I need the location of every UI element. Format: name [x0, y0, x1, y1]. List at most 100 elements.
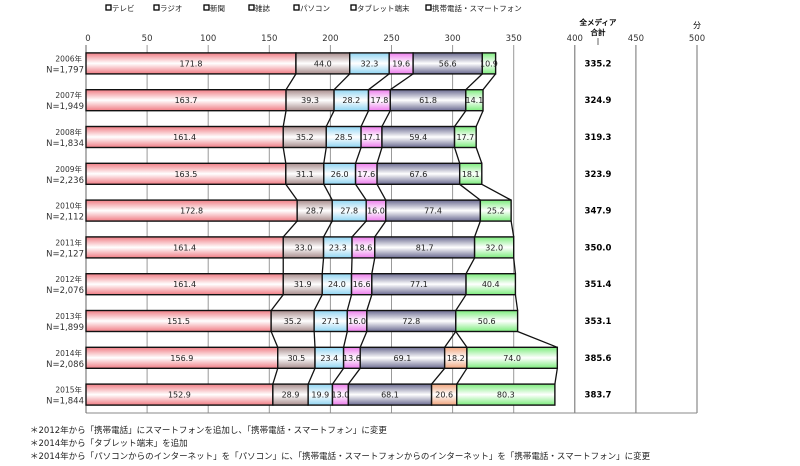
bar-value-label: 77.4	[424, 207, 442, 216]
connector-line	[482, 73, 497, 91]
connector-line	[454, 110, 467, 127]
bar-segment-6	[456, 383, 556, 406]
total-value: 319.3	[585, 133, 612, 143]
bar-value-label: 33.0	[294, 243, 312, 252]
total-column-bg	[574, 45, 636, 413]
connector-line	[517, 330, 558, 348]
legend-swatch	[425, 4, 432, 11]
bar-value-label: 152.9	[168, 391, 191, 400]
bar-segment-6	[473, 236, 515, 259]
connector-line	[355, 183, 367, 201]
bar-value-label: 161.4	[173, 280, 196, 289]
bar-value-label: 44.0	[314, 59, 332, 68]
legend-label-5: タブレット端末	[357, 3, 410, 13]
legend-swatch	[293, 4, 300, 11]
bar-value-label: 151.5	[167, 317, 190, 326]
bar-value-label: 161.4	[173, 133, 196, 142]
bar-value-label: 17.8	[370, 96, 388, 105]
x-tick-label: 300	[444, 34, 460, 44]
category-year: 2013年	[55, 311, 82, 321]
category-n: N=1,797	[46, 65, 84, 75]
connector-line	[455, 331, 468, 348]
legend-swatch	[203, 4, 210, 11]
bar-segment-6	[465, 273, 517, 296]
bar-value-label: 59.4	[409, 133, 427, 142]
bar-segment-6	[479, 199, 512, 222]
legend-swatch	[153, 4, 160, 11]
connector-line	[322, 220, 333, 238]
bar-value-label: 35.2	[284, 317, 302, 326]
connector-line	[389, 73, 414, 91]
x-tick-label: 0	[85, 34, 90, 44]
bar-value-label: 72.8	[402, 317, 420, 326]
bar-value-label: 14.1	[466, 96, 484, 105]
total-value: 350.0	[585, 243, 612, 253]
bar-segment-6	[481, 52, 497, 75]
legend-label-2: 新聞	[210, 3, 225, 13]
bar-value-label: 13.6	[343, 354, 361, 363]
bar-value-label: 17.7	[456, 133, 474, 142]
connector-line	[381, 110, 391, 127]
connector-line	[514, 294, 519, 311]
bar-value-label: 31.1	[296, 170, 314, 179]
total-value: 335.2	[585, 59, 612, 69]
bar-segment-6	[466, 346, 559, 369]
connector-line	[285, 73, 297, 91]
bar-value-label: 32.3	[361, 59, 379, 68]
bar-value-label: 17.6	[357, 170, 375, 179]
total-value: 383.7	[585, 391, 612, 401]
category-year: 2010年	[55, 201, 82, 211]
total-header-line2: 合計	[591, 27, 606, 37]
connector-line	[351, 220, 367, 238]
bar-value-label: 27.1	[322, 317, 340, 326]
x-tick-label: 50	[142, 34, 153, 44]
bar-value-label: 74.0	[503, 354, 521, 363]
connector-line	[475, 147, 483, 164]
connector-line	[333, 73, 351, 91]
total-value: 385.6	[585, 354, 612, 364]
total-value: 324.9	[585, 96, 612, 106]
connector-line	[374, 220, 387, 238]
category-n: N=1,834	[46, 139, 84, 149]
bar-value-label: 10.9	[480, 59, 498, 68]
x-tick-label: 150	[261, 34, 277, 44]
bar-value-label: 19.6	[392, 59, 410, 68]
bar-value-label: 81.7	[416, 243, 434, 252]
category-n: N=2,076	[46, 286, 84, 296]
footnote-3: ＊2014年から「パソコンからのインターネット」を「パソコン」に、「携帯電話・ス…	[30, 452, 651, 462]
category-year: 2014年	[55, 348, 82, 358]
legend-label-4: パソコン	[300, 4, 330, 13]
bar-segment-6	[458, 162, 483, 186]
bar-value-label: 32.0	[485, 243, 503, 252]
connector-line	[359, 331, 368, 348]
bar-value-label: 28.9	[282, 391, 300, 400]
connector-line	[371, 257, 376, 274]
bar-value-label: 156.9	[170, 354, 193, 363]
connector-line	[313, 294, 323, 311]
connector-line	[331, 367, 345, 385]
bar-value-label: 18.1	[462, 170, 480, 179]
connector-line	[285, 183, 298, 201]
bar-value-label: 24.0	[328, 280, 346, 289]
connector-line	[455, 294, 467, 311]
connector-line	[465, 257, 476, 275]
connector-line	[313, 331, 316, 348]
legend-swatch	[248, 4, 255, 11]
connector-line	[459, 183, 481, 201]
bar-value-label: 23.3	[329, 243, 347, 252]
x-tick-label: 250	[383, 34, 399, 44]
legend-label-1: ラジオ	[160, 4, 182, 13]
category-n: N=1,949	[46, 102, 84, 112]
bar-value-label: 18.2	[447, 354, 465, 363]
bar-value-label: 31.9	[294, 280, 312, 289]
category-year: 2011年	[55, 237, 82, 247]
connector-line	[456, 367, 468, 385]
x-tick-label: 100	[200, 34, 216, 44]
category-n: N=2,086	[46, 360, 84, 370]
bar-value-label: 30.5	[287, 354, 305, 363]
bar-value-label: 56.6	[439, 59, 457, 68]
category-year: 2008年	[55, 127, 82, 137]
bar-value-label: 68.1	[381, 391, 399, 400]
connector-line	[510, 220, 515, 238]
bar-value-label: 67.6	[409, 170, 427, 179]
